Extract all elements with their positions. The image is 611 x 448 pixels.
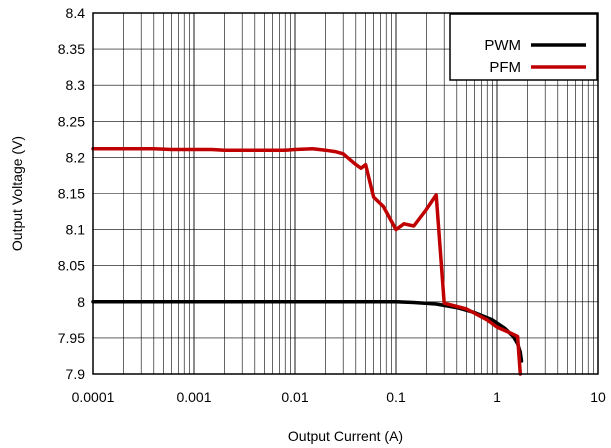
y-tick-label: 8.2 — [66, 149, 86, 165]
x-tick-label: 10 — [590, 389, 606, 405]
legend-label-pwm: PWM — [484, 37, 521, 54]
x-tick-label: 1 — [493, 389, 501, 405]
x-tick-label: 0.01 — [281, 389, 308, 405]
y-tick-label: 8.1 — [66, 222, 86, 238]
y-tick-label: 8.15 — [58, 186, 85, 202]
series-layer — [91, 146, 524, 376]
series-line-pwm — [91, 300, 524, 363]
y-tick-label: 8.35 — [58, 41, 85, 57]
y-tick-label: 8 — [77, 294, 85, 310]
x-tick-labels: 0.0001 0.001 0.01 0.1 1 10 — [72, 389, 606, 405]
series-line-pfm — [91, 146, 523, 376]
plot-area-frame — [92, 12, 599, 375]
y-tick-label: 7.95 — [58, 330, 85, 346]
legend: PWM PFM — [449, 13, 598, 81]
legend-box — [449, 13, 598, 81]
legend-label-pfm: PFM — [489, 59, 521, 76]
grid — [93, 13, 598, 374]
y-tick-label: 8.4 — [66, 5, 86, 21]
y-tick-labels: 7.9 7.95 8 8.05 8.1 8.15 8.2 8.25 8.3 8.35 8.4 — [58, 5, 85, 382]
y-tick-label: 8.25 — [58, 113, 85, 129]
y-tick-label: 8.3 — [66, 77, 86, 93]
y-axis-label: Output Voltage (V) — [9, 136, 25, 251]
y-tick-label: 7.9 — [66, 366, 86, 382]
x-tick-label: 0.0001 — [72, 389, 115, 405]
x-tick-label: 0.1 — [386, 389, 406, 405]
x-tick-label: 0.001 — [176, 389, 211, 405]
y-tick-label: 8.05 — [58, 258, 85, 274]
x-axis-label: Output Current (A) — [288, 428, 403, 444]
